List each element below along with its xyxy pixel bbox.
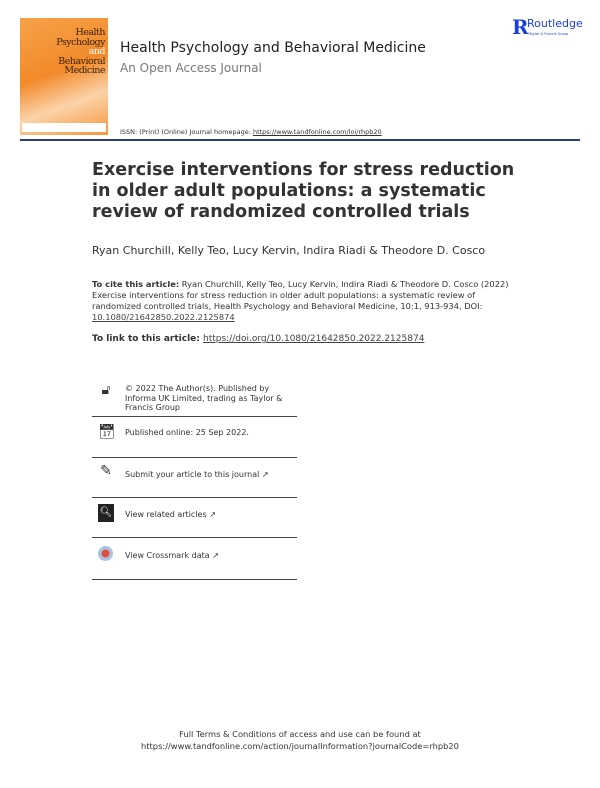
cite-doi-link[interactable]: 10.1080/21642850.2022.2125874 (92, 312, 235, 322)
published-date: Published online: 25 Sep 2022. (125, 428, 249, 437)
cover-line: Medicine (64, 65, 105, 76)
journal-title: Health Psychology and Behavioral Medicin… (120, 40, 426, 56)
open-access-icon: 🔓︎ (101, 382, 111, 398)
calendar-icon: 📅︎ (98, 424, 116, 440)
submit-article-link[interactable]: ✎ Submit your article to this journal ↗ (92, 458, 297, 498)
journal-cover-image: Health Psychology and Behavioral Medicin… (20, 18, 108, 135)
cover-line: Health (75, 27, 105, 38)
related-text: View related articles (125, 510, 207, 519)
cover-title: Health Psychology and Behavioral Medicin… (56, 28, 105, 76)
external-link-icon: ↗ (209, 510, 216, 519)
external-link-icon: ↗ (261, 470, 269, 479)
journal-subtitle: An Open Access Journal (120, 61, 262, 75)
cover-line: and (88, 46, 106, 57)
journal-homepage-link[interactable]: https://www.tandfonline.com/loi/rhpb20 (252, 128, 382, 136)
cover-line: Behavioral (58, 55, 105, 67)
crossmark-icon (98, 546, 113, 561)
related-articles-icon: 🔍︎ (98, 504, 114, 522)
issn-label: ISSN: (Print) (Online) Journal homepage: (120, 128, 253, 136)
footer-terms: Full Terms & Conditions of access and us… (179, 729, 421, 739)
doi-link[interactable]: https://doi.org/10.1080/21642850.2022.21… (203, 334, 425, 344)
cover-footer-strip (22, 123, 106, 132)
article-title: Exercise interventions for stress reduct… (92, 160, 515, 222)
footer-url[interactable]: https://www.tandfonline.com/action/journ… (141, 741, 459, 751)
edit-icon: ✎ (100, 463, 112, 479)
related-label: View related articles ↗ (125, 510, 216, 520)
link-label: To link to this article: (92, 334, 204, 344)
related-articles-link[interactable]: 🔍︎ View related articles ↗ (92, 498, 297, 538)
submit-label: Submit your article to this journal ↗ (125, 470, 269, 480)
published-info: 📅︎ Published online: 25 Sep 2022. (92, 417, 297, 458)
cite-text: Ryan Churchill, Kelly Teo, Lucy Kervin, … (92, 279, 509, 311)
article-authors: Ryan Churchill, Kelly Teo, Lucy Kervin, … (92, 244, 486, 257)
header-divider (20, 139, 580, 141)
open-access-info: 🔓︎ © 2022 The Author(s). Published by In… (92, 381, 297, 417)
logo-name: Routledge (527, 17, 583, 30)
crossmark-label: View Crossmark data ↗ (125, 551, 219, 561)
citation: To cite this article: Ryan Churchill, Ke… (92, 279, 512, 323)
article-link: To link to this article: https://doi.org… (92, 334, 424, 344)
external-link-icon: ↗ (212, 551, 219, 560)
submit-text: Submit your article to this journal (125, 470, 260, 479)
cite-label: To cite this article: (92, 279, 180, 289)
routledge-r-icon: R (512, 15, 529, 39)
crossmark-text: View Crossmark data (125, 551, 210, 560)
cover-line: Psychology (56, 36, 105, 48)
copyright-text: © 2022 The Author(s). Published by Infor… (125, 384, 283, 412)
issn-line: ISSN: (Print) (Online) Journal homepage:… (120, 128, 382, 136)
logo-tagline: Taylor & Francis Group (529, 32, 569, 36)
footer: Full Terms & Conditions of access and us… (0, 728, 600, 752)
crossmark-link[interactable]: View Crossmark data ↗ (92, 538, 297, 580)
